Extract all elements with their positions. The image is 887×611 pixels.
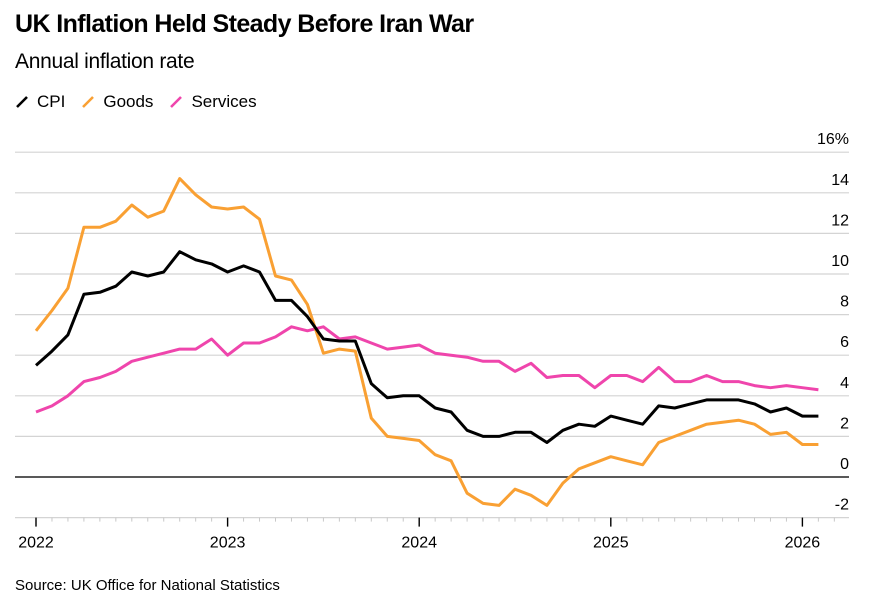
y-tick-label: 8 [840, 294, 849, 311]
series-lines [34, 177, 819, 507]
legend-item-services: Services [169, 92, 257, 112]
goods-line-icon [82, 96, 95, 108]
services-line-icon [170, 96, 183, 108]
legend-item-cpi: CPI [15, 92, 65, 112]
source-note: Source: UK Office for National Statistic… [15, 577, 280, 594]
series-line-cpi [35, 250, 819, 444]
legend-label-goods: Goods [103, 92, 154, 111]
x-axis: 2022 2023 2024 2025 2026 [15, 516, 849, 552]
y-tick-label: 12 [831, 212, 849, 229]
y-tick-label: 0 [840, 456, 849, 473]
legend: CPI Goods Services [15, 92, 273, 112]
x-tick-label: 2026 [785, 535, 821, 552]
y-tick-label: -2 [835, 497, 849, 514]
y-tick-label: 4 [840, 375, 849, 392]
legend-item-goods: Goods [81, 92, 153, 112]
x-tick-label: 2025 [593, 535, 629, 552]
x-tick-label: 2022 [18, 535, 54, 552]
chart-subtitle: Annual inflation rate [15, 50, 195, 73]
y-tick-label: 14 [831, 172, 849, 189]
y-tick-label: 16% [817, 131, 849, 148]
y-tick-label: 6 [840, 334, 849, 351]
y-tick-label: 10 [831, 253, 849, 270]
legend-label-cpi: CPI [37, 92, 66, 111]
gridlines [15, 151, 849, 478]
x-tick-label: 2024 [401, 535, 437, 552]
series-line-goods [34, 177, 819, 507]
chart-title: UK Inflation Held Steady Before Iran War [15, 10, 474, 38]
x-tick-label: 2023 [210, 535, 246, 552]
series-line-services [35, 325, 819, 414]
y-tick-label: 2 [840, 415, 849, 432]
legend-label-services: Services [191, 92, 257, 111]
y-axis: 16% 14 12 10 8 6 4 2 0 -2 [817, 131, 849, 513]
cpi-line-icon [16, 96, 28, 108]
